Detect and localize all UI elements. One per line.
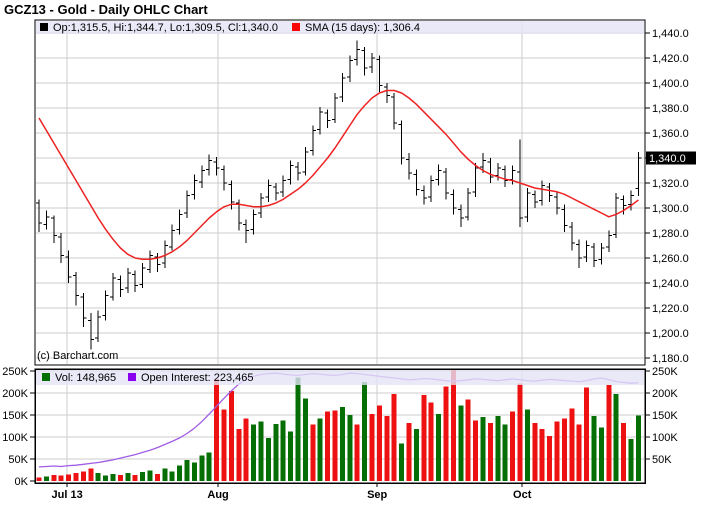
volume-legend: Vol: 148,965 Open Interest: 223,465 — [42, 372, 254, 384]
vol-legend-swatch — [42, 373, 50, 381]
svg-text:1,380.0: 1,380.0 — [652, 103, 689, 115]
sma-legend-swatch — [292, 23, 300, 31]
svg-text:0K: 0K — [15, 476, 29, 488]
last-price-tag-text: 1,340.0 — [649, 153, 686, 165]
price-axis-right: 1,440.0 1,420.0 1,400.0 1,380.0 1,360.0 1,320… — [645, 28, 689, 365]
panel-borders — [34, 19, 646, 484]
price-gridlines — [36, 32, 644, 359]
svg-text:1,440.0: 1,440.0 — [652, 28, 689, 40]
legend-strips — [36, 21, 644, 385]
svg-text:1,220.0: 1,220.0 — [652, 303, 689, 315]
watermark: (c) Barchart.com — [37, 350, 118, 362]
sma-line — [38, 89, 639, 261]
svg-text:200K: 200K — [2, 388, 28, 400]
svg-text:100K: 100K — [2, 432, 28, 444]
oi-legend-label: Open Interest: 223,465 — [141, 372, 254, 384]
svg-text:Oct: Oct — [513, 489, 532, 501]
svg-text:1,320.0: 1,320.0 — [652, 178, 689, 190]
svg-text:100K: 100K — [652, 432, 678, 444]
svg-text:Sep: Sep — [367, 489, 387, 501]
watermark-text: (c) Barchart.com — [37, 350, 118, 362]
svg-text:250K: 250K — [2, 366, 28, 378]
x-axis: Jul 13 Aug Sep Oct — [52, 483, 532, 501]
price-legend: Op:1,315.5, Hi:1,344.7, Lo:1,309.5, Cl:1… — [40, 22, 420, 34]
last-price-tag: 1,340.0 — [646, 151, 696, 165]
svg-text:1,300.0: 1,300.0 — [652, 203, 689, 215]
sma-legend-label: SMA (15 days): 1,306.4 — [305, 22, 420, 34]
svg-text:Aug: Aug — [207, 489, 228, 501]
ohlc-legend-swatch — [40, 23, 48, 31]
svg-text:1,280.0: 1,280.0 — [652, 228, 689, 240]
svg-text:1,360.0: 1,360.0 — [652, 128, 689, 140]
svg-text:1,420.0: 1,420.0 — [652, 53, 689, 65]
svg-text:1,200.0: 1,200.0 — [652, 328, 689, 340]
volume-axis-left: 250K 200K 150K 100K 50K 0K — [2, 366, 35, 488]
svg-text:1,240.0: 1,240.0 — [652, 278, 689, 290]
svg-text:Jul 13: Jul 13 — [52, 489, 83, 501]
ohlc-legend-label: Op:1,315.5, Hi:1,344.7, Lo:1,309.5, Cl:1… — [53, 22, 278, 34]
page-title: GCZ13 - Gold - Daily OHLC Chart — [4, 2, 208, 17]
volume-axis-right: 250K 200K 150K 100K 50K — [645, 366, 678, 466]
svg-text:1,180.0: 1,180.0 — [652, 353, 689, 365]
svg-text:1,400.0: 1,400.0 — [652, 78, 689, 90]
last-price-tag-box — [646, 151, 696, 165]
svg-text:200K: 200K — [652, 388, 678, 400]
svg-text:1,260.0: 1,260.0 — [652, 253, 689, 265]
vol-legend-label: Vol: 148,965 — [55, 372, 116, 384]
svg-text:50K: 50K — [652, 454, 672, 466]
svg-text:250K: 250K — [652, 366, 678, 378]
svg-text:150K: 150K — [2, 410, 28, 422]
volume-bars — [36, 370, 641, 481]
svg-text:50K: 50K — [8, 454, 28, 466]
svg-text:150K: 150K — [652, 410, 678, 422]
ohlc-bars — [36, 40, 642, 350]
oi-legend-swatch — [128, 373, 136, 381]
